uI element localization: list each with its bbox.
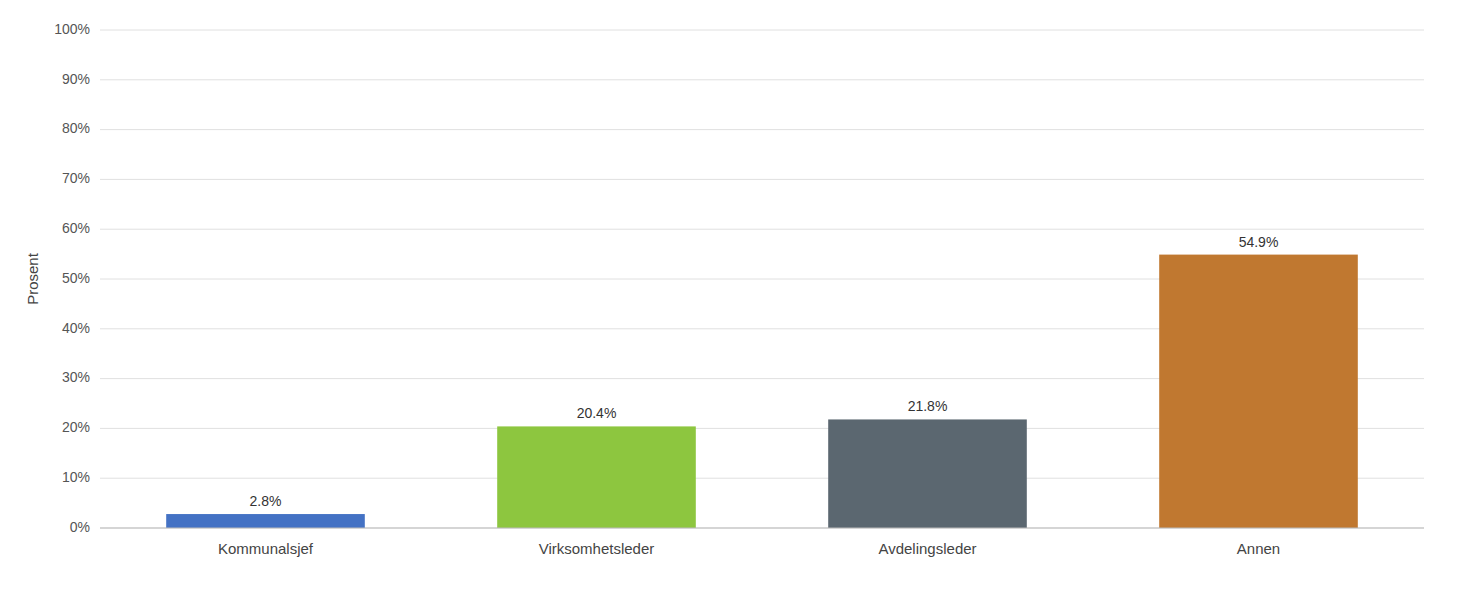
grid-line bbox=[100, 30, 1424, 31]
y-tick-label: 60% bbox=[62, 220, 90, 236]
y-tick-label: 90% bbox=[62, 71, 90, 87]
y-tick-label: 0% bbox=[70, 519, 90, 535]
data-label: 20.4% bbox=[577, 405, 617, 421]
y-tick-label: 40% bbox=[62, 320, 90, 336]
grid-line bbox=[100, 79, 1424, 80]
y-tick-label: 80% bbox=[62, 120, 90, 136]
grid-line bbox=[100, 179, 1424, 180]
bars bbox=[166, 255, 1358, 528]
grid-line bbox=[100, 229, 1424, 230]
bar bbox=[828, 419, 1027, 528]
y-tick-label: 10% bbox=[62, 469, 90, 485]
data-label: 21.8% bbox=[908, 398, 948, 414]
chart-container: 0% 10% 20% 30% 40% 50% 60% 70% 80% 90% 100% Prosent… bbox=[0, 0, 1464, 598]
data-label: 2.8% bbox=[250, 493, 282, 509]
x-tick-label: Annen bbox=[1237, 540, 1280, 557]
y-tick-label: 70% bbox=[62, 170, 90, 186]
data-label: 54.9% bbox=[1239, 234, 1279, 250]
y-tick-label: 100% bbox=[54, 21, 90, 37]
y-axis-label: Prosent bbox=[24, 252, 41, 305]
grid-line bbox=[100, 129, 1424, 130]
x-tick-label: Kommunalsjef bbox=[218, 540, 314, 557]
y-tick-label: 50% bbox=[62, 270, 90, 286]
bar bbox=[1159, 255, 1358, 528]
grid-line bbox=[100, 528, 1424, 529]
x-tick-label: Avdelingsleder bbox=[878, 540, 976, 557]
bar bbox=[497, 426, 696, 528]
x-tick-label: Virksomhetsleder bbox=[539, 540, 655, 557]
y-tick-label: 30% bbox=[62, 369, 90, 385]
chart: 0% 10% 20% 30% 40% 50% 60% 70% 80% 90% 100% Prosent… bbox=[0, 0, 1464, 598]
x-axis-line bbox=[100, 528, 1424, 529]
bar bbox=[166, 514, 365, 528]
y-tick-label: 20% bbox=[62, 419, 90, 435]
y-grid bbox=[100, 30, 1424, 528]
